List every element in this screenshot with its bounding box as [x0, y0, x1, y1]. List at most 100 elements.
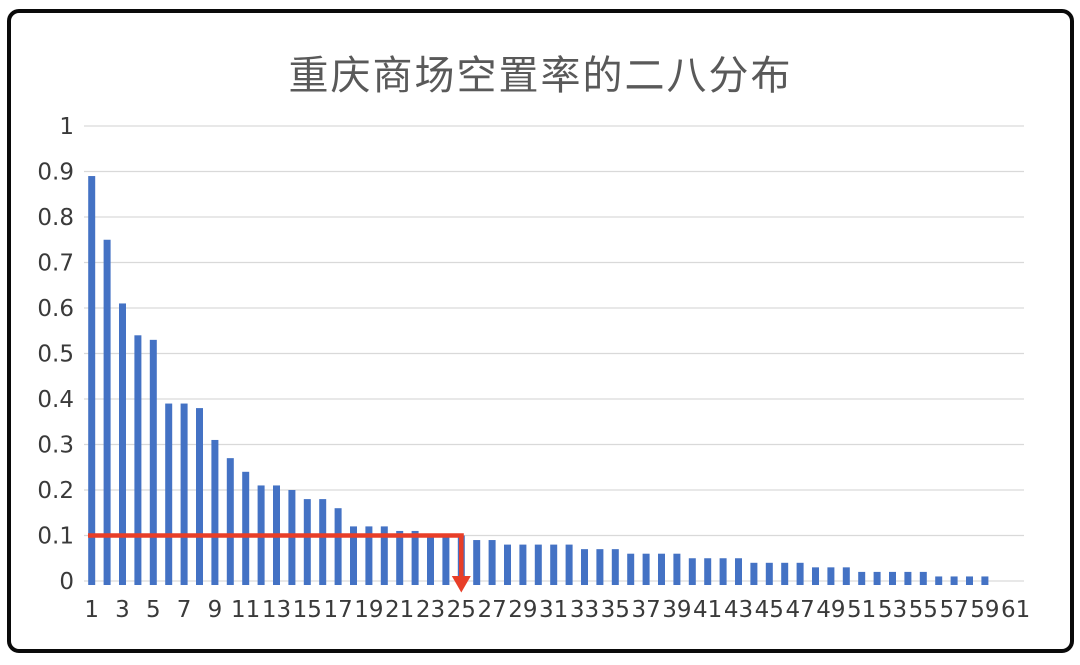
- x-tick-label: 37: [631, 597, 660, 623]
- bar-category-36: [627, 553, 635, 585]
- x-tick-label: 35: [601, 597, 630, 623]
- bar-category-7: [180, 403, 188, 585]
- bar-category-49: [827, 567, 835, 585]
- bar-category-8: [196, 408, 203, 585]
- x-tick-label: 27: [477, 597, 506, 623]
- bar-category-11: [242, 471, 250, 585]
- x-tick-label: 29: [508, 597, 537, 623]
- bar-category-15: [303, 499, 311, 585]
- x-tick-label: 49: [816, 597, 845, 623]
- bar-category-52: [873, 571, 881, 585]
- bar-category-23: [427, 535, 434, 585]
- x-tick-label: 51: [847, 597, 876, 623]
- bar-category-41: [704, 558, 712, 585]
- y-tick-label: 0.1: [37, 524, 74, 550]
- threshold-arrow-head: [451, 576, 471, 593]
- bar-category-17: [334, 508, 342, 585]
- bar-category-56: [935, 576, 943, 585]
- x-tick-label: 7: [177, 597, 192, 623]
- bar-category-35: [611, 549, 619, 585]
- bar-category-30: [534, 544, 542, 585]
- bar-category-31: [550, 544, 558, 585]
- x-tick-label: 19: [354, 597, 383, 623]
- x-tick-label: 53: [878, 597, 907, 623]
- x-tick-label: 61: [1001, 597, 1030, 623]
- bar-category-34: [596, 549, 604, 585]
- bar-category-26: [473, 540, 481, 585]
- x-tick-label: 21: [385, 597, 414, 623]
- bar-category-2: [103, 239, 111, 585]
- bar-category-45: [765, 562, 773, 585]
- y-tick-label: 0.6: [37, 296, 74, 322]
- y-tick-label: 0.8: [37, 205, 74, 231]
- bar-category-22: [411, 530, 419, 585]
- x-tick-label: 23: [416, 597, 445, 623]
- bar-category-55: [919, 571, 927, 585]
- bar-category-16: [319, 499, 327, 585]
- bar-category-1: [88, 176, 96, 586]
- bar-category-18: [350, 526, 357, 585]
- x-tick-label: 59: [970, 597, 999, 623]
- bar-category-54: [904, 571, 912, 585]
- x-tick-label: 3: [115, 597, 130, 623]
- x-tick-label: 39: [662, 597, 691, 623]
- bar-category-32: [565, 544, 573, 585]
- x-tick-label: 15: [293, 597, 322, 623]
- bar-category-24: [442, 535, 450, 585]
- bar-category-44: [750, 562, 758, 585]
- bar-category-27: [488, 540, 496, 585]
- bar-category-57: [950, 576, 958, 585]
- bar-category-29: [519, 544, 527, 585]
- y-tick-label: 0.2: [37, 478, 74, 504]
- y-tick-label: 0.5: [37, 342, 74, 368]
- x-tick-label: 13: [262, 597, 291, 623]
- bar-category-33: [581, 549, 588, 585]
- bar-category-47: [796, 562, 804, 585]
- y-tick-label: 0.3: [37, 433, 74, 459]
- x-tick-label: 9: [208, 597, 223, 623]
- bar-category-48: [812, 567, 819, 585]
- y-tick-label: 0: [59, 569, 74, 595]
- bar-category-50: [842, 567, 850, 585]
- bar-category-5: [149, 339, 157, 585]
- bar-category-4: [134, 335, 142, 585]
- bar-category-40: [688, 558, 696, 585]
- bar-category-20: [380, 526, 388, 585]
- chart-title: 重庆商场空置率的二八分布: [288, 53, 793, 99]
- bar-category-39: [673, 553, 681, 585]
- bar-category-21: [396, 530, 404, 585]
- bar-category-59: [981, 576, 989, 585]
- x-tick-label: 17: [323, 597, 352, 623]
- bar-category-37: [642, 553, 650, 585]
- bar-category-10: [226, 458, 234, 585]
- y-tick-label: 0.4: [37, 387, 74, 413]
- x-tick-label: 45: [755, 597, 784, 623]
- x-tick-label: 11: [231, 597, 260, 623]
- bar-category-19: [365, 526, 373, 585]
- x-tick-label: 31: [539, 597, 568, 623]
- bar-category-51: [858, 571, 866, 585]
- bar-category-3: [119, 303, 126, 585]
- bar-category-46: [781, 562, 789, 585]
- x-tick-label: 33: [570, 597, 599, 623]
- x-tick-label: 5: [146, 597, 161, 623]
- x-tick-label: 47: [785, 597, 814, 623]
- bar-category-38: [658, 553, 665, 585]
- x-tick-label: 1: [84, 597, 99, 623]
- x-tick-label: 41: [693, 597, 722, 623]
- x-tick-label: 25: [447, 597, 476, 623]
- bar-category-42: [719, 558, 727, 585]
- y-tick-label: 1: [59, 114, 74, 140]
- bar-category-53: [889, 571, 896, 585]
- y-tick-label: 0.7: [37, 251, 74, 277]
- bar-category-43: [735, 558, 742, 585]
- x-tick-label: 57: [939, 597, 968, 623]
- bar-category-58: [966, 576, 973, 585]
- y-tick-label: 0.9: [37, 160, 74, 186]
- bar-category-6: [165, 403, 173, 585]
- bar-category-9: [211, 439, 219, 585]
- bar-category-28: [504, 544, 511, 585]
- x-tick-label: 55: [909, 597, 938, 623]
